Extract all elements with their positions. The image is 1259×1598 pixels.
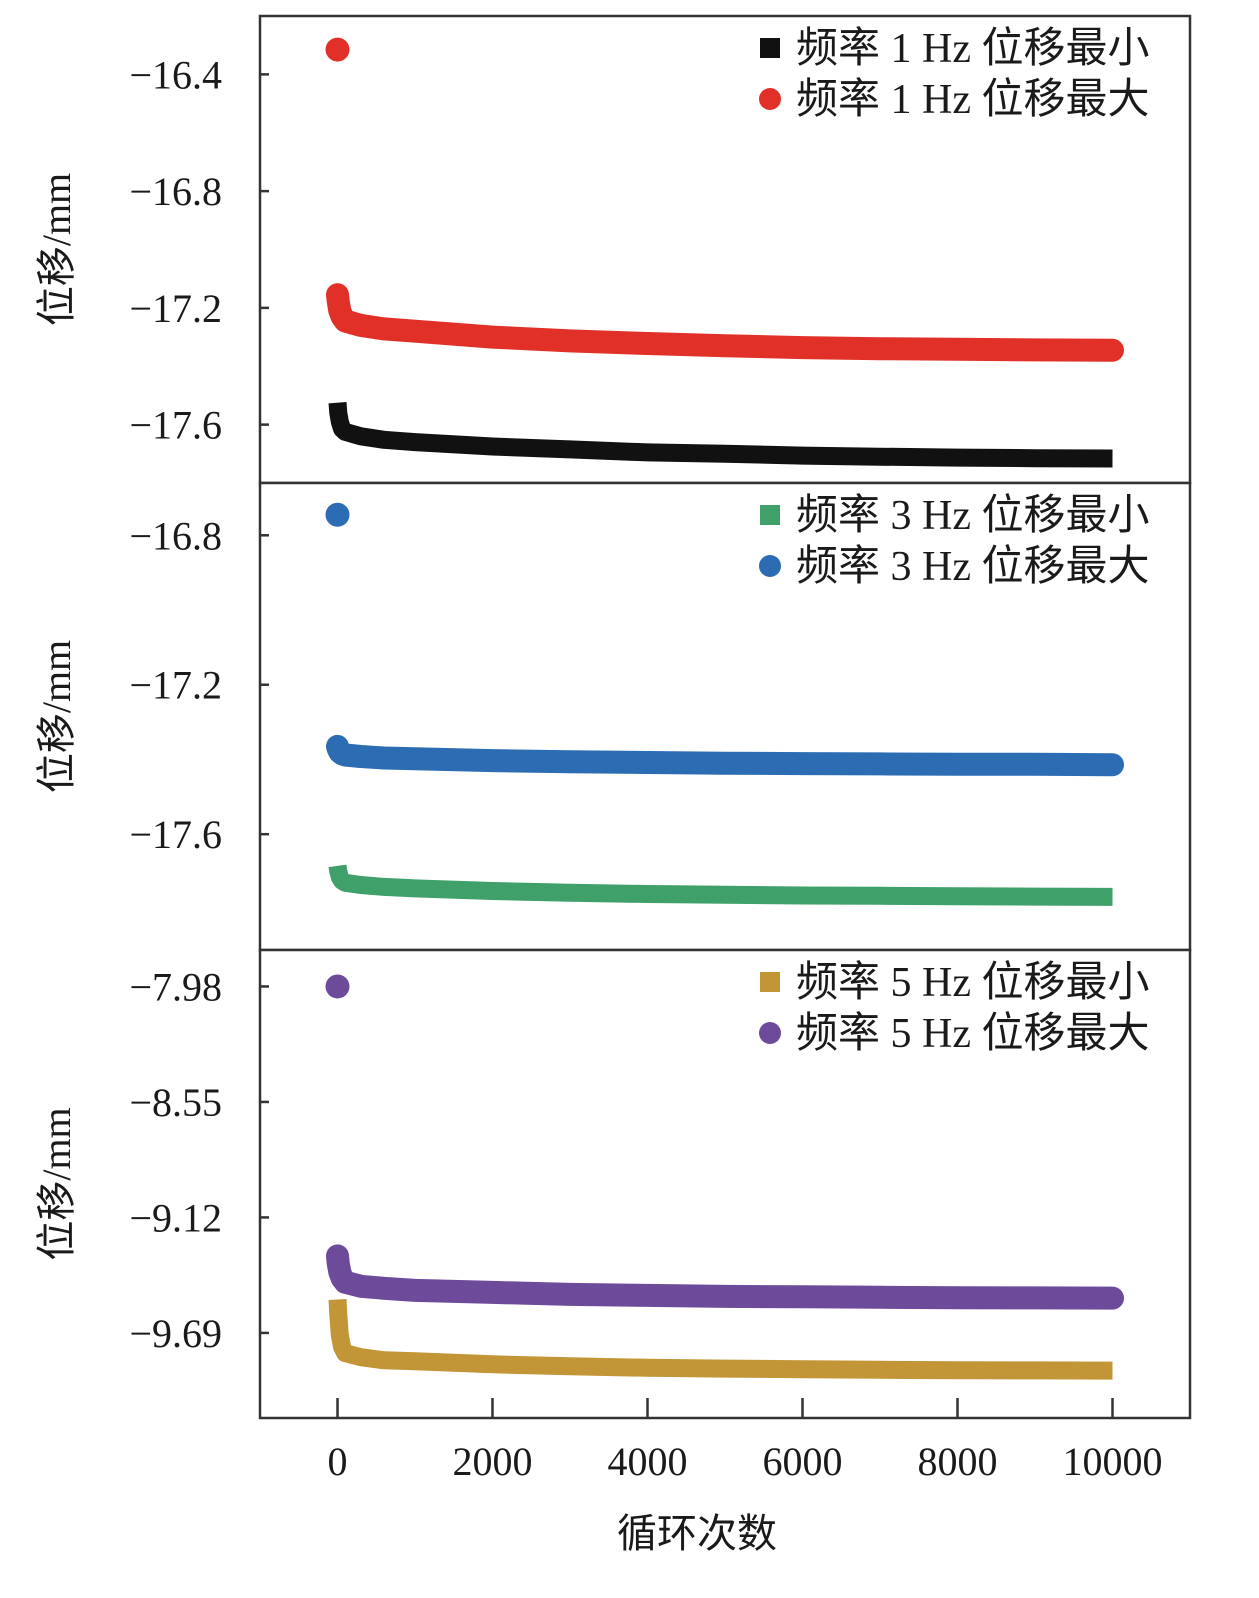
series-trace-2-1 bbox=[328, 862, 1113, 906]
y-tick-label: −17.6 bbox=[129, 403, 222, 448]
series-trace-3-2 bbox=[326, 1244, 1124, 1310]
panel-1: −16.4 −16.8 −17.2 −17.6 位移/mm 频率 1 Hz 位移最小频率 … bbox=[34, 14, 1192, 485]
y-tick-label: −7.98 bbox=[129, 964, 222, 1009]
panels: −16.4 −16.8 −17.2 −17.6 位移/mm 频率 1 Hz 位移最小频率 … bbox=[34, 14, 1192, 1420]
y-tick-label: −8.55 bbox=[129, 1080, 222, 1125]
y-tick-label: −17.6 bbox=[129, 812, 222, 857]
y-tick-label: −17.2 bbox=[129, 286, 222, 331]
series-trace-1-2 bbox=[326, 283, 1124, 362]
plot-frame bbox=[258, 481, 1192, 952]
y-axis-title: 位移/mm bbox=[34, 173, 79, 326]
y-tick-label: −16.4 bbox=[129, 52, 222, 97]
legend-label: 频率 1 Hz 位移最小 bbox=[796, 25, 1149, 72]
legend-label: 频率 3 Hz 位移最小 bbox=[796, 492, 1149, 539]
x-tick-label: 0 bbox=[328, 1439, 348, 1484]
y-tick-label: −17.2 bbox=[129, 663, 222, 708]
legend-marker bbox=[759, 1022, 781, 1044]
x-tick-label: 10000 bbox=[1063, 1439, 1163, 1484]
x-axis: 循环次数 0 2000 4000 6000 8000 10000 bbox=[328, 1398, 1163, 1556]
legend-marker bbox=[759, 555, 781, 577]
legend-label: 频率 5 Hz 位移最小 bbox=[796, 959, 1149, 1006]
x-axis-title: 循环次数 bbox=[617, 1511, 777, 1556]
legend-label: 频率 5 Hz 位移最大 bbox=[796, 1010, 1149, 1057]
series-trace-3-1 bbox=[328, 1299, 1113, 1380]
y-tick-label: −16.8 bbox=[129, 169, 222, 214]
legend-marker bbox=[760, 38, 780, 58]
outlier-point bbox=[325, 37, 350, 62]
legend-marker bbox=[760, 505, 780, 525]
outlier-point bbox=[325, 502, 350, 527]
x-tick-label: 2000 bbox=[453, 1439, 533, 1484]
y-tick-label: −9.12 bbox=[129, 1195, 222, 1240]
outlier-point bbox=[325, 974, 350, 999]
x-tick-label: 4000 bbox=[608, 1439, 688, 1484]
y-axis-title: 位移/mm bbox=[34, 1107, 79, 1260]
y-tick-label: −16.8 bbox=[129, 513, 222, 558]
plot-frame bbox=[258, 14, 1192, 485]
legend-marker bbox=[760, 972, 780, 992]
x-tick-label: 6000 bbox=[763, 1439, 843, 1484]
series-trace-2-2 bbox=[326, 734, 1124, 777]
plot-frame bbox=[258, 948, 1192, 1420]
x-tick-label: 8000 bbox=[918, 1439, 998, 1484]
series-trace-1-1 bbox=[328, 401, 1113, 468]
y-tick-label: −9.69 bbox=[129, 1311, 222, 1356]
legend-label: 频率 3 Hz 位移最大 bbox=[796, 543, 1149, 590]
panel-3: −7.98 −8.55 −9.12 −9.69 位移/mm 频率 5 Hz 位移最小频率 … bbox=[34, 948, 1192, 1420]
legend-label: 频率 1 Hz 位移最大 bbox=[796, 76, 1149, 123]
legend-marker bbox=[759, 88, 781, 110]
y-axis-title: 位移/mm bbox=[34, 640, 79, 793]
